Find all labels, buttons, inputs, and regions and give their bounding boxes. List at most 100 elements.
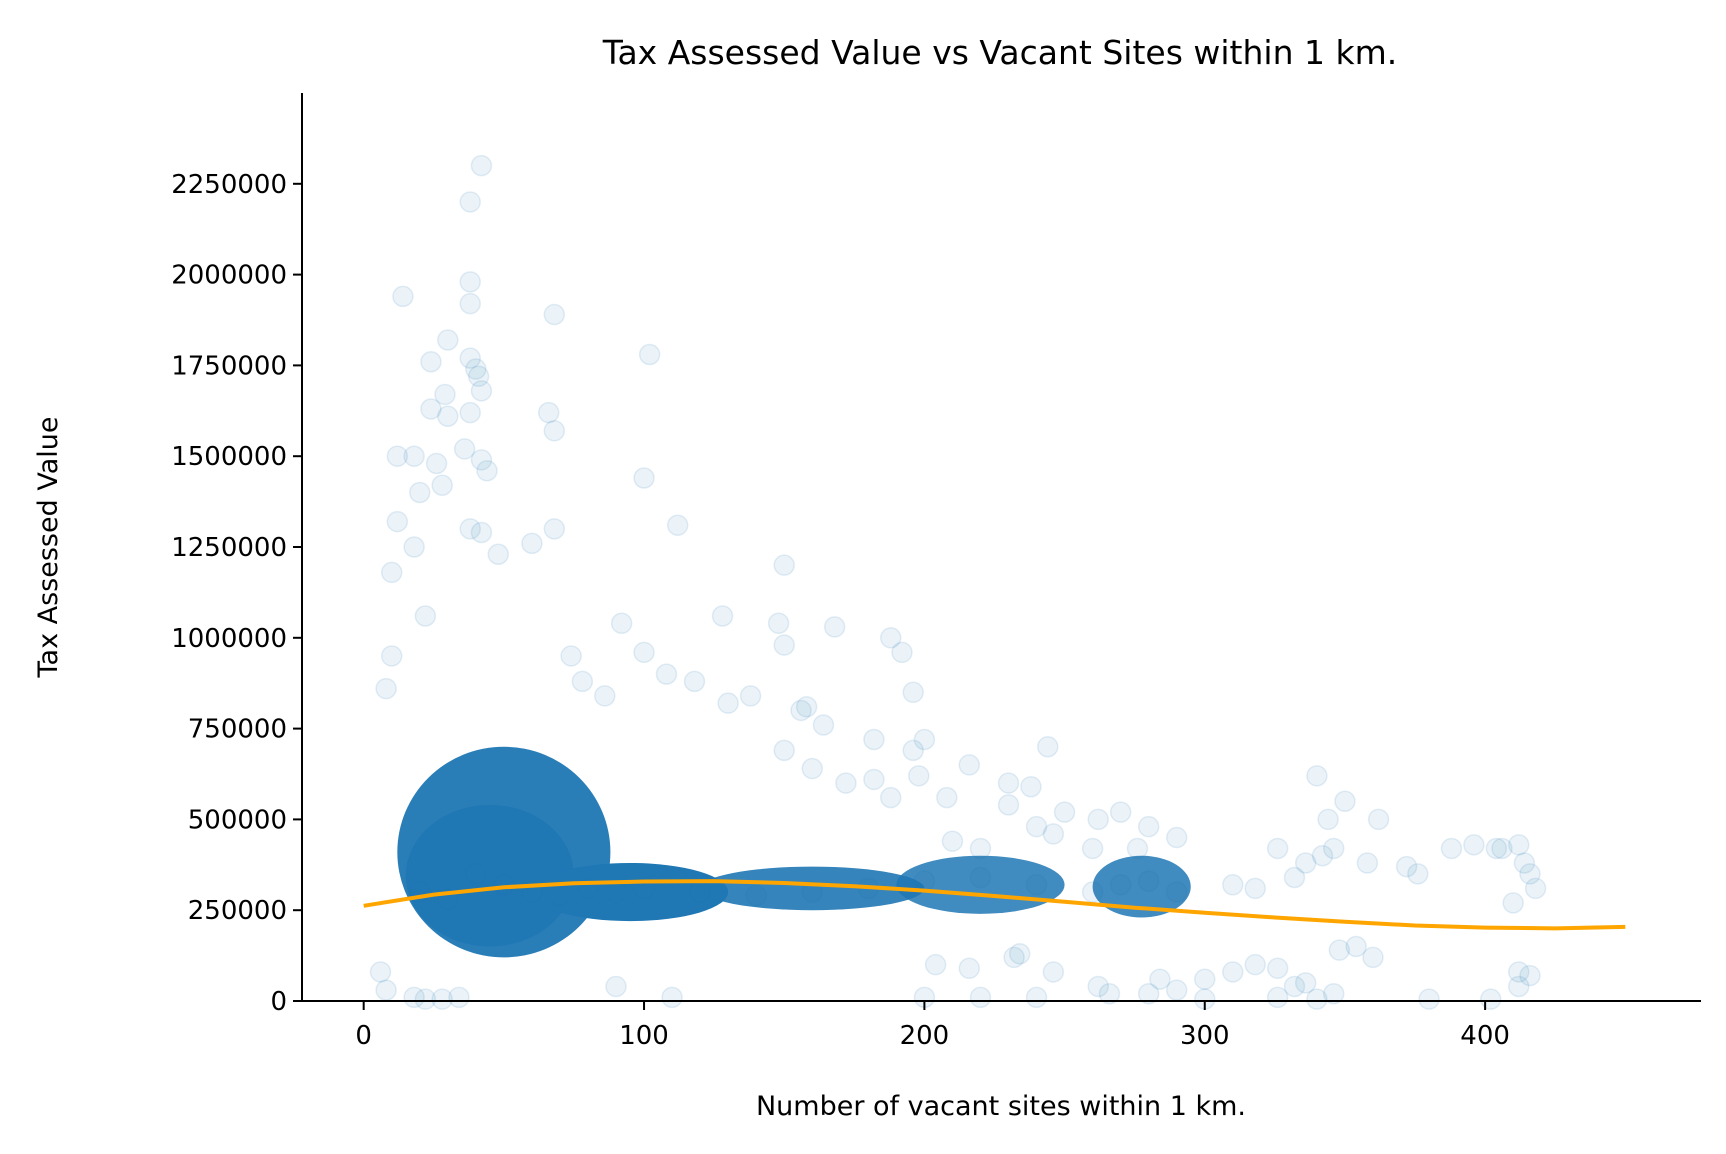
scatter-point: [1109, 874, 1132, 896]
scatter-point: [908, 765, 930, 787]
scatter-point: [633, 641, 655, 664]
scatter-point: [459, 347, 481, 369]
scatter-point: [1222, 874, 1244, 896]
scatter-point: [1025, 986, 1048, 1009]
scatter-point: [997, 772, 1020, 794]
density-cloud-3: [531, 862, 729, 922]
scatter-point: [1165, 826, 1188, 849]
scatter-point: [1345, 935, 1367, 958]
scatter-point: [465, 358, 487, 380]
scatter-point: [1244, 953, 1266, 976]
scatter-point: [891, 641, 913, 664]
density-cloud-4: [700, 866, 925, 911]
scatter-point: [1126, 837, 1149, 860]
scatter-point: [431, 474, 453, 497]
scatter-point: [543, 518, 566, 540]
scatter-point: [1491, 837, 1513, 860]
scatter-point: [493, 874, 515, 896]
scatter-point: [1008, 943, 1031, 965]
scatter-point: [711, 605, 734, 627]
scatter-point: [537, 401, 560, 424]
scatter-point: [375, 677, 397, 700]
scatter-point: [717, 692, 739, 714]
y-tick-label: 2000000: [171, 261, 287, 291]
density-cloud-6: [1092, 855, 1191, 918]
scatter-point: [969, 837, 992, 860]
x-tick-label: 0: [355, 1021, 372, 1051]
x-tick-label: 400: [1460, 1021, 1510, 1051]
scatter-point: [1165, 881, 1188, 903]
scatter-point: [936, 786, 958, 809]
scatter-point: [795, 696, 818, 718]
scatter-point: [958, 957, 981, 980]
scatter-point: [605, 881, 627, 903]
scatter-point: [1137, 982, 1160, 1005]
scatter-point: [1149, 968, 1171, 990]
scatter-point: [997, 794, 1020, 816]
scatter-point: [1294, 852, 1317, 874]
density-cloud-2: [405, 804, 574, 947]
scatter-point: [1463, 834, 1485, 856]
scatter-point: [790, 699, 812, 722]
scatter-point: [1037, 736, 1059, 758]
scatter-point: [767, 612, 790, 635]
scatter-point: [745, 884, 767, 907]
scatter-point: [1003, 946, 1025, 969]
x-tick-label: 100: [619, 1021, 669, 1051]
scatter-point: [773, 739, 795, 762]
scatter-point: [470, 521, 493, 544]
scatter-point: [1266, 986, 1289, 1009]
scatter-point: [459, 191, 481, 213]
scatter-point: [1508, 975, 1530, 998]
scatter-point: [958, 754, 981, 776]
scatter-point: [543, 303, 566, 326]
scatter-point: [666, 514, 689, 536]
scatter-point: [459, 518, 481, 540]
scatter-point: [375, 979, 397, 1001]
scatter-point: [470, 154, 493, 177]
scatter-point: [1334, 790, 1356, 812]
scatter-point: [1356, 852, 1379, 874]
scatter-point: [1311, 844, 1334, 867]
scatter-point: [437, 405, 459, 427]
scatter-point: [835, 772, 857, 794]
scatter-point: [1266, 837, 1289, 860]
scatter-point: [543, 420, 566, 442]
scatter-point: [773, 634, 795, 656]
scatter-point: [941, 830, 964, 852]
trend-line: [363, 879, 1626, 931]
scatter-point: [420, 351, 442, 373]
y-tick-label: 250000: [188, 896, 287, 926]
x-tick-label: 200: [900, 1021, 950, 1051]
scatter-point: [414, 605, 437, 627]
scatter-point: [1137, 870, 1160, 892]
scatter-point: [638, 343, 661, 366]
scatter-point: [1362, 946, 1384, 969]
scatter-point: [521, 532, 543, 555]
scatter-point: [1020, 775, 1042, 798]
scatter-point: [1407, 863, 1429, 885]
scatter-point: [655, 663, 678, 685]
scatter-point: [431, 988, 453, 1010]
scatter-point: [913, 870, 936, 892]
scatter-point: [1440, 837, 1463, 860]
scatter-point: [1087, 975, 1109, 998]
scatter-point: [1194, 968, 1216, 990]
scatter-point: [1137, 815, 1160, 838]
scatter-point: [594, 685, 616, 707]
scatter-point: [1317, 808, 1339, 831]
scatter-point: [902, 681, 924, 704]
scatter-point: [487, 543, 510, 566]
y-tick-label: 1250000: [171, 533, 287, 563]
scatter-point: [403, 986, 425, 1009]
scatter-point: [1502, 892, 1524, 914]
scatter-point: [773, 554, 795, 576]
scatter-point: [1322, 837, 1345, 860]
x-tick-label: 300: [1180, 1021, 1230, 1051]
scatter-point: [1266, 957, 1289, 980]
scatter-point: [1098, 982, 1121, 1005]
scatter-point: [386, 445, 409, 467]
scatter-point: [1283, 866, 1306, 889]
scatter-point: [386, 510, 409, 533]
scatter-point: [1244, 877, 1266, 900]
